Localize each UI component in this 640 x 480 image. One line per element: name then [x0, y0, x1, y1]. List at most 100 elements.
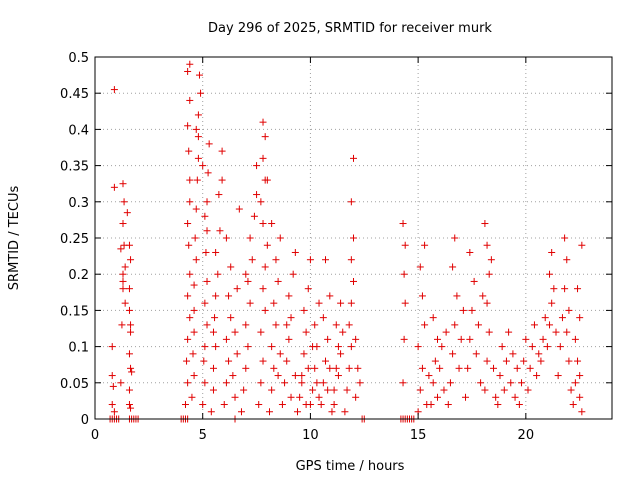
data-point: [222, 234, 230, 242]
data-point: [578, 408, 586, 416]
data-point: [490, 364, 498, 372]
data-point: [421, 241, 429, 249]
data-point: [188, 393, 196, 401]
data-point: [109, 382, 117, 390]
data-point: [494, 401, 502, 409]
data-point: [207, 408, 215, 416]
data-point: [354, 364, 362, 372]
data-point: [120, 198, 128, 206]
data-point: [125, 285, 133, 293]
data-point: [281, 379, 289, 387]
data-point: [401, 241, 409, 249]
data-point: [304, 285, 312, 293]
data-point: [561, 234, 569, 242]
data-point: [261, 306, 269, 314]
data-point: [201, 379, 209, 387]
y-tick-label: 0.1: [68, 341, 89, 356]
data-point: [438, 343, 446, 351]
data-point: [462, 393, 470, 401]
data-point: [231, 328, 239, 336]
data-point: [576, 393, 584, 401]
data-point: [400, 270, 408, 278]
data-point: [477, 379, 485, 387]
data-point: [291, 248, 299, 256]
data-point: [276, 350, 284, 358]
data-point: [186, 314, 194, 322]
data-point: [110, 86, 118, 94]
data-point: [278, 401, 286, 409]
data-point: [479, 292, 487, 300]
data-point: [121, 299, 129, 307]
data-point: [468, 306, 476, 314]
data-point: [110, 183, 118, 191]
x-tick-label: 15: [410, 428, 427, 443]
data-point: [212, 292, 220, 300]
data-point: [127, 364, 135, 372]
data-point: [203, 321, 211, 329]
data-point: [449, 263, 457, 271]
data-point: [576, 372, 584, 380]
data-point: [496, 372, 504, 380]
data-point: [524, 386, 532, 394]
data-point: [464, 364, 472, 372]
data-point: [319, 379, 327, 387]
data-point: [218, 147, 226, 155]
data-point: [240, 386, 248, 394]
data-point: [181, 401, 189, 409]
data-point: [291, 372, 299, 380]
data-point: [550, 285, 558, 293]
data-point: [231, 393, 239, 401]
data-point: [190, 328, 198, 336]
data-point: [209, 386, 217, 394]
data-point: [502, 357, 510, 365]
data-point: [268, 343, 276, 351]
data-point: [539, 335, 547, 343]
data-point: [119, 220, 127, 228]
data-point: [400, 335, 408, 343]
data-point: [431, 357, 439, 365]
data-point: [554, 372, 562, 380]
data-point: [195, 71, 203, 79]
data-point: [434, 393, 442, 401]
data-point: [574, 357, 582, 365]
data-point: [345, 364, 353, 372]
data-point: [186, 176, 194, 184]
data-point: [255, 401, 263, 409]
data-point: [125, 306, 133, 314]
data-point: [121, 263, 129, 271]
data-point: [481, 386, 489, 394]
data-point: [518, 379, 526, 387]
data-point: [334, 372, 342, 380]
data-point: [442, 328, 450, 336]
data-point: [513, 364, 521, 372]
data-point: [485, 270, 493, 278]
data-point: [193, 176, 201, 184]
data-point: [466, 335, 474, 343]
data-point: [212, 248, 220, 256]
data-point: [446, 379, 454, 387]
data-point: [347, 198, 355, 206]
data-point: [117, 245, 125, 253]
data-point: [227, 314, 235, 322]
data-point: [259, 118, 267, 126]
y-axis-title: SRMTID / TECUs: [7, 186, 22, 291]
data-point: [265, 408, 273, 416]
data-point: [215, 191, 223, 199]
data-point: [263, 241, 271, 249]
data-point: [233, 285, 241, 293]
data-point: [283, 357, 291, 365]
data-point: [189, 350, 197, 358]
y-tick-label: 0.2: [68, 268, 89, 283]
data-point: [250, 212, 258, 220]
data-point: [248, 256, 256, 264]
data-point: [537, 357, 545, 365]
data-point: [119, 270, 127, 278]
data-point: [242, 321, 250, 329]
data-point: [263, 176, 271, 184]
data-point: [485, 328, 493, 336]
data-point: [543, 343, 551, 351]
data-point: [332, 321, 340, 329]
grid-lines: [95, 57, 612, 419]
y-axis-ticks: 0 0.05 0.1 0.15 0.2 0.25 0.3 0.35 0.4 0.45 0.5: [60, 51, 612, 428]
data-point: [287, 393, 295, 401]
